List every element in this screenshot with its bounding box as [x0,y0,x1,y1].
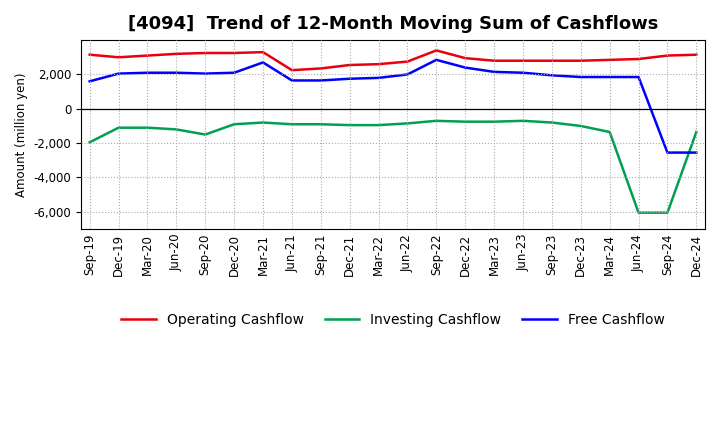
Free Cashflow [201,71,210,76]
Free Cashflow [490,69,498,74]
Operating Cashflow [346,62,354,68]
Operating Cashflow [230,50,238,55]
Title: [4094]  Trend of 12-Month Moving Sum of Cashflows: [4094] Trend of 12-Month Moving Sum of C… [128,15,658,33]
Investing Cashflow [287,121,296,127]
Investing Cashflow [114,125,123,130]
Operating Cashflow [518,58,527,63]
Operating Cashflow [201,50,210,55]
Investing Cashflow [606,129,614,135]
Investing Cashflow [172,127,181,132]
Operating Cashflow [432,48,441,53]
Operating Cashflow [634,56,643,62]
Operating Cashflow [86,52,94,57]
Legend: Operating Cashflow, Investing Cashflow, Free Cashflow: Operating Cashflow, Investing Cashflow, … [115,308,670,333]
Investing Cashflow [374,122,383,128]
Free Cashflow [663,150,672,155]
Operating Cashflow [172,51,181,56]
Operating Cashflow [663,53,672,58]
Investing Cashflow [548,120,557,125]
Free Cashflow [317,78,325,83]
Investing Cashflow [346,122,354,128]
Free Cashflow [143,70,152,75]
Operating Cashflow [461,55,469,61]
Free Cashflow [230,70,238,75]
Investing Cashflow [577,123,585,128]
Operating Cashflow [287,67,296,73]
Free Cashflow [287,78,296,83]
Y-axis label: Amount (million yen): Amount (million yen) [15,72,28,197]
Investing Cashflow [432,118,441,124]
Operating Cashflow [490,58,498,63]
Investing Cashflow [230,121,238,127]
Free Cashflow [374,75,383,81]
Operating Cashflow [692,52,701,57]
Investing Cashflow [663,210,672,215]
Investing Cashflow [86,139,94,145]
Free Cashflow [548,73,557,78]
Operating Cashflow [114,55,123,60]
Operating Cashflow [143,53,152,58]
Investing Cashflow [403,121,412,126]
Investing Cashflow [461,119,469,125]
Free Cashflow [346,76,354,81]
Operating Cashflow [606,57,614,62]
Free Cashflow [432,57,441,62]
Investing Cashflow [201,132,210,137]
Free Cashflow [403,72,412,77]
Investing Cashflow [518,118,527,124]
Operating Cashflow [374,62,383,67]
Free Cashflow [634,74,643,80]
Investing Cashflow [143,125,152,130]
Line: Investing Cashflow: Investing Cashflow [90,121,696,213]
Operating Cashflow [577,58,585,63]
Operating Cashflow [548,58,557,63]
Operating Cashflow [317,66,325,71]
Free Cashflow [258,60,267,65]
Free Cashflow [692,150,701,155]
Investing Cashflow [317,121,325,127]
Free Cashflow [172,70,181,75]
Investing Cashflow [634,210,643,215]
Free Cashflow [606,74,614,80]
Free Cashflow [577,74,585,80]
Free Cashflow [518,70,527,75]
Line: Free Cashflow: Free Cashflow [90,60,696,153]
Free Cashflow [86,79,94,84]
Free Cashflow [461,65,469,70]
Free Cashflow [114,71,123,76]
Operating Cashflow [258,49,267,55]
Line: Operating Cashflow: Operating Cashflow [90,51,696,70]
Operating Cashflow [403,59,412,64]
Investing Cashflow [692,129,701,135]
Investing Cashflow [258,120,267,125]
Investing Cashflow [490,119,498,125]
